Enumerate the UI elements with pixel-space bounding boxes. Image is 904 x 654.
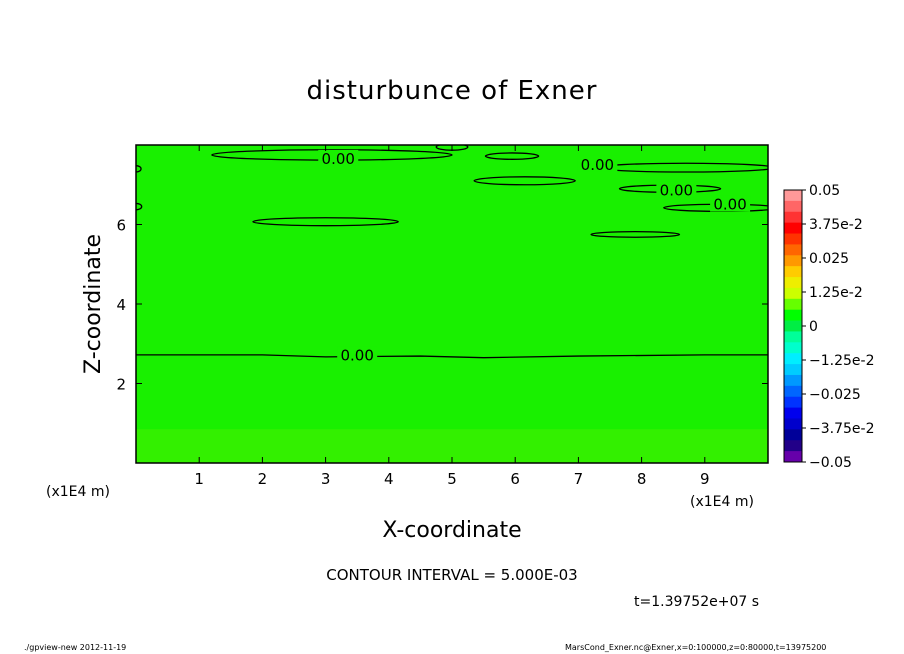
colorbar-label: −0.025 <box>809 387 861 403</box>
footer-program-info: ./gpview-new 2012-11-19 <box>24 643 127 652</box>
x-tick-label: 3 <box>321 470 331 488</box>
colorbar-swatch <box>784 374 802 387</box>
x-axis-title: X-coordinate <box>382 518 521 543</box>
colorbar-swatch <box>784 233 802 245</box>
colorbar-label: −3.75e-2 <box>809 421 874 437</box>
contour-line-11 <box>136 202 143 211</box>
x-tick-label: 7 <box>574 470 584 488</box>
contour-label-bg <box>710 195 751 212</box>
x-tick-label: 1 <box>194 470 204 488</box>
colorbar-swatch <box>784 211 802 224</box>
x-tick-label: 6 <box>510 470 520 488</box>
contour-interval-text: CONTOUR INTERVAL = 5.000E-03 <box>326 566 578 584</box>
y-tick-label: 4 <box>116 296 126 314</box>
colorbar-swatch <box>784 342 802 354</box>
contour-labels: 0.00 0.00 0.00 0.00 0.00 <box>318 149 751 365</box>
colorbar-swatch <box>784 298 802 311</box>
contour-label: 0.00 <box>713 196 746 214</box>
time-stamp: t=1.39752e+07 s <box>634 594 760 610</box>
colorbar-swatch <box>784 244 802 256</box>
plot-area-fill <box>136 145 768 463</box>
y-axis-title: Z-coordinate <box>81 234 106 374</box>
axes: 1 2 3 4 5 6 7 8 9 2 4 6 <box>116 145 768 488</box>
colorbar-swatch <box>784 364 802 376</box>
contour-label: 0.00 <box>322 150 355 168</box>
colorbar-label: −0.05 <box>809 455 852 471</box>
colorbar-swatch <box>784 451 802 463</box>
colorbar-swatch <box>784 331 802 343</box>
x-unit-label-right: (x1E4 m) <box>690 494 754 510</box>
contour-label: 0.00 <box>581 156 614 174</box>
colorbar-swatch <box>784 222 802 235</box>
field-fill <box>136 145 768 463</box>
contour-line-3 <box>484 152 540 160</box>
contour-label-bg <box>318 149 359 166</box>
x-tick-label: 9 <box>700 470 710 488</box>
colorbar-swatch <box>784 200 802 213</box>
colorbar-swatch <box>784 353 802 365</box>
y-tick-label: 6 <box>116 217 126 235</box>
colorbar-label: 0.025 <box>809 251 849 267</box>
contour-label: 0.00 <box>660 182 693 200</box>
contour-line-9 <box>590 231 681 238</box>
colorbar-swatch <box>784 320 802 332</box>
contour-line-4 <box>473 176 576 186</box>
colorbar-swatch <box>784 440 802 452</box>
colorbar-swatch <box>784 396 802 409</box>
colorbar-swatch <box>784 190 802 202</box>
contour-label: 0.00 <box>340 347 373 365</box>
colorbar: 0.05 3.75e-2 0.025 1.25e-2 0 −1.25e-2 −0.025 −3… <box>783 183 874 471</box>
colorbar-label: 0 <box>809 319 818 335</box>
colorbar-label: 1.25e-2 <box>809 285 863 301</box>
contour-label-bg <box>656 181 697 198</box>
colorbar-label: 3.75e-2 <box>809 217 863 233</box>
colorbar-swatch <box>784 429 802 441</box>
x-unit-label-left: (x1E4 m) <box>46 484 110 500</box>
x-tick-label: 5 <box>447 470 457 488</box>
colorbar-swatch <box>784 266 802 278</box>
colorbar-swatch <box>784 407 802 419</box>
colorbar-label: −1.25e-2 <box>809 353 874 369</box>
contour-line-0 <box>136 354 768 359</box>
colorbar-swatch <box>784 385 802 398</box>
footer-file-info: MarsCond_Exner.nc@Exner,x=0:100000,z=0:8… <box>565 643 827 652</box>
colorbar-swatch <box>784 287 802 300</box>
colorbar-swatch <box>784 255 802 267</box>
y-tick-label: 2 <box>116 376 126 394</box>
colorbar-swatch <box>784 309 802 322</box>
colorbar-label: 0.05 <box>809 183 840 199</box>
contour-label-bg <box>337 346 378 363</box>
x-tick-label: 8 <box>637 470 647 488</box>
x-tick-label: 4 <box>384 470 394 488</box>
colorbar-swatch <box>784 418 802 430</box>
colorbar-swatch <box>784 277 802 289</box>
chart-title: disturbunce of Exner <box>306 76 598 106</box>
x-tick-label: 2 <box>258 470 268 488</box>
contour-line-8 <box>252 217 399 227</box>
contour-label-bg <box>577 155 618 172</box>
